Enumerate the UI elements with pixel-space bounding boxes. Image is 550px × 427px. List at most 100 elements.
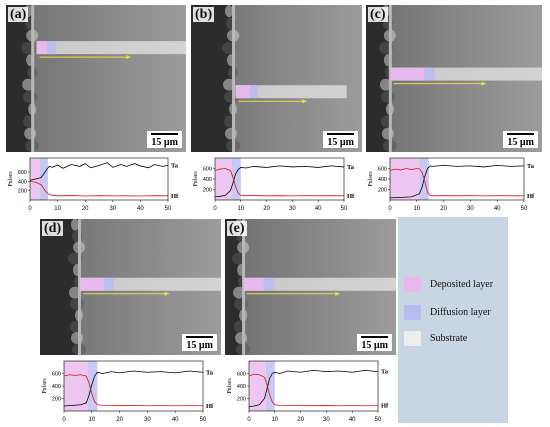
series-label-ta: Ta xyxy=(347,164,355,171)
deposit-edge xyxy=(388,5,392,152)
substrate-region xyxy=(6,5,186,152)
y-axis-label: Pulses xyxy=(227,378,233,394)
scale-bar: 15 µm xyxy=(323,131,358,148)
x-tick-label: 50 xyxy=(200,417,207,423)
x-tick-label: 50 xyxy=(341,206,348,212)
y-tick-label: 200 xyxy=(378,188,387,194)
diffusion-strip xyxy=(423,67,435,81)
x-tick-label: 0 xyxy=(213,206,217,212)
substrate-strip xyxy=(243,277,396,291)
scale-bar: 15 µm xyxy=(182,334,217,351)
x-tick-label: 30 xyxy=(323,417,330,423)
y-tick-label: 400 xyxy=(378,177,387,183)
x-tick-label: 10 xyxy=(271,417,278,423)
scale-bar: 15 µm xyxy=(357,334,392,351)
edge-particle xyxy=(380,90,395,103)
edge-particle xyxy=(225,127,238,140)
x-tick-label: 10 xyxy=(237,206,244,212)
y-tick-label: 200 xyxy=(237,397,246,403)
y-tick-label: 600 xyxy=(203,167,212,173)
y-tick-label: 200 xyxy=(18,189,27,195)
panel-label: (e) xyxy=(227,221,247,236)
series-line-ta xyxy=(248,369,379,408)
deposited-band xyxy=(249,361,266,411)
x-tick-label: 50 xyxy=(375,417,382,423)
deposited-strip xyxy=(79,277,104,291)
x-tick-label: 50 xyxy=(521,206,528,212)
diffusion-band xyxy=(265,361,275,411)
x-tick-label: 30 xyxy=(109,206,116,212)
series-line-ta xyxy=(389,164,525,199)
sem-panel-a: (a) 15 µm xyxy=(6,5,186,152)
y-tick-label: 200 xyxy=(203,188,212,194)
x-tick-label: 0 xyxy=(28,206,32,212)
diffusion-band xyxy=(87,361,98,411)
series-label-hf: Hf xyxy=(347,193,355,200)
edge-particle xyxy=(70,298,85,310)
panel-label: (d) xyxy=(42,221,64,236)
deposit-edge xyxy=(31,5,35,152)
x-tick-label: 10 xyxy=(88,417,95,423)
legend-label: Diffusion layer xyxy=(430,307,491,318)
scale-bar: 15 µm xyxy=(147,131,182,148)
sem-image xyxy=(225,219,396,355)
series-line-ta xyxy=(29,162,169,181)
legend: Deposited layer Diffusion layer Substrat… xyxy=(398,217,508,423)
diffusion-strip xyxy=(263,277,275,291)
x-tick-label: 10 xyxy=(54,206,61,212)
panel-label: (a) xyxy=(8,7,29,22)
y-axis-label: Pulses xyxy=(368,171,374,187)
y-tick-label: 400 xyxy=(52,384,61,390)
edge-particle xyxy=(234,298,249,310)
deposit-edge xyxy=(232,5,236,152)
edge-particle xyxy=(69,286,82,299)
scale-bar: 15 µm xyxy=(503,131,538,148)
diffusion-band xyxy=(231,158,241,200)
diffusion-band xyxy=(39,158,48,200)
y-axis-label: Pulses xyxy=(8,171,14,187)
edge-particle xyxy=(225,5,234,18)
scan-arrowhead xyxy=(302,99,308,104)
y-axis-label: Pulses xyxy=(193,171,199,187)
sem-panel-c: (c) 15 µm xyxy=(366,5,542,152)
substrate-strip xyxy=(36,41,186,55)
sem-panel-b: (b) 15 µm xyxy=(191,5,362,152)
y-tick-label: 200 xyxy=(52,397,61,403)
y-tick-label: 600 xyxy=(18,170,27,176)
mount-region xyxy=(40,219,79,355)
x-tick-label: 30 xyxy=(467,206,474,212)
edge-particle xyxy=(23,90,38,103)
sem-panel-d: (d) 15 µm xyxy=(40,219,221,355)
x-tick-label: 20 xyxy=(116,417,123,423)
series-label-ta: Ta xyxy=(206,369,214,376)
y-tick-label: 600 xyxy=(52,372,61,378)
panel-label: (b) xyxy=(193,7,215,22)
diffusion-strip xyxy=(249,85,258,99)
scan-arrowhead xyxy=(164,291,170,296)
sem-panel-e: (e) 15 µm xyxy=(225,219,396,355)
y-tick-label: 400 xyxy=(18,179,27,185)
edge-particle xyxy=(234,320,245,333)
substrate-strip xyxy=(79,277,221,291)
sem-image xyxy=(366,5,542,152)
edge-particle xyxy=(381,127,394,140)
deposited-band xyxy=(215,158,232,200)
mount-region xyxy=(191,5,233,152)
legend-label: Substrate xyxy=(430,333,468,344)
scan-arrowhead xyxy=(481,81,487,86)
deposited-strip xyxy=(243,277,264,291)
y-axis-label: Pulses xyxy=(42,378,48,394)
x-tick-label: 10 xyxy=(413,206,420,212)
mount-region xyxy=(366,5,389,152)
edge-particle xyxy=(235,332,248,344)
y-tick-label: 400 xyxy=(237,384,246,390)
edge-particle xyxy=(70,320,81,333)
line-profile-chart-c: 0 10 20 30 40 50 200 400 600 Pulses Ta Hf xyxy=(366,154,542,212)
sem-image xyxy=(40,219,221,355)
diffusion-strip xyxy=(47,41,57,55)
series-label-ta: Ta xyxy=(527,163,535,170)
deposited-strip xyxy=(390,67,424,81)
deposit-edge xyxy=(78,219,82,355)
deposit-edge xyxy=(242,219,246,355)
substrate-strip xyxy=(235,85,347,99)
